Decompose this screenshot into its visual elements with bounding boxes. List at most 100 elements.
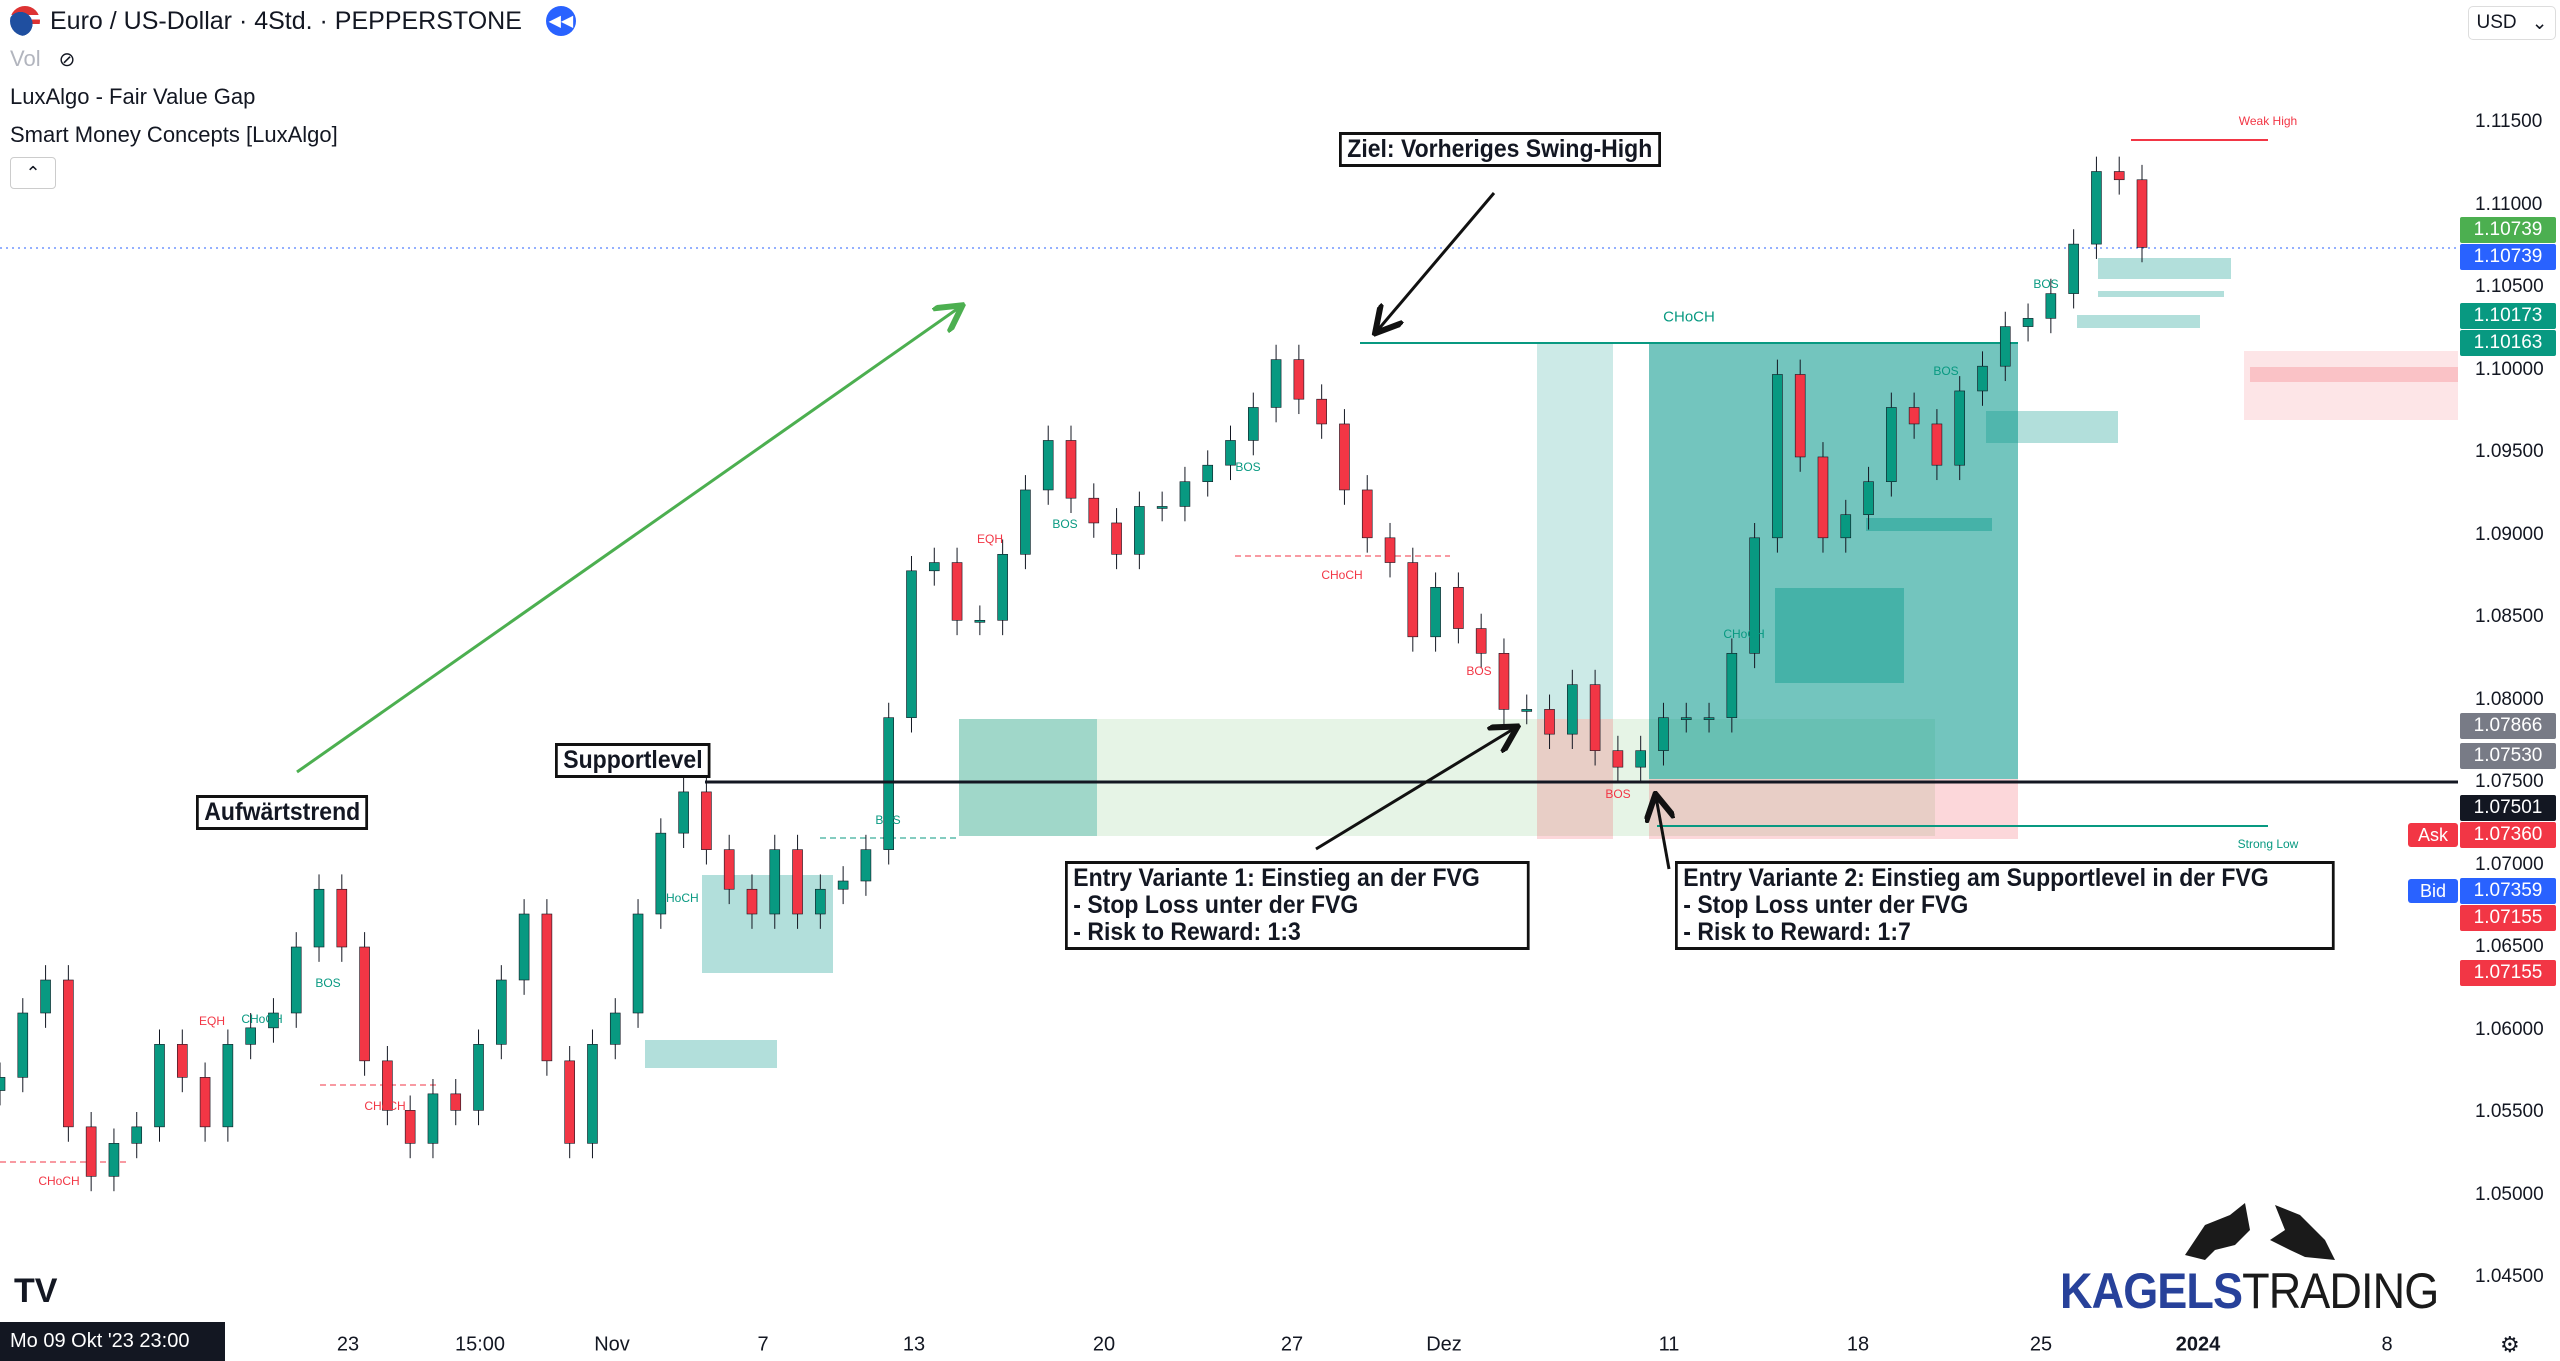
- collapse-legend-button[interactable]: ⌃: [10, 157, 56, 189]
- bid-label[interactable]: Bid: [2408, 879, 2458, 903]
- candle: [1886, 407, 1897, 483]
- candle: [2091, 171, 2102, 245]
- candle: [1954, 390, 1966, 466]
- entry1-target-zone: [1537, 343, 1613, 719]
- candle: [1475, 628, 1487, 654]
- candle: [222, 1044, 234, 1128]
- price-tick: 1.05500: [2475, 1101, 2544, 1122]
- candle: [701, 791, 712, 850]
- ask-label[interactable]: Ask: [2408, 823, 2458, 847]
- candle: [678, 791, 689, 834]
- candle: [928, 562, 940, 572]
- time-tick: Dez: [1426, 1333, 1462, 1356]
- fvg-box: [2098, 258, 2231, 279]
- price-tick: 1.06000: [2475, 1018, 2544, 1040]
- currency-select[interactable]: USD ⌄: [2468, 6, 2556, 40]
- price-badge: 1.07530: [2460, 743, 2556, 769]
- candle: [268, 1012, 279, 1029]
- candle: [336, 888, 348, 948]
- candle: [1407, 562, 1419, 638]
- candle: [1863, 481, 1874, 516]
- time-tick: 11: [1658, 1333, 1680, 1356]
- smc-structure-label: EQH: [198, 1014, 226, 1028]
- candle: [1134, 506, 1145, 555]
- candle: [1225, 440, 1236, 466]
- volume-legend[interactable]: Vol ⊘: [10, 46, 75, 72]
- smc-structure-label: BOS: [2033, 277, 2059, 291]
- vol-label: Vol: [10, 46, 41, 71]
- candle: [883, 717, 895, 850]
- annotation-uptrend[interactable]: Aufwärtstrend: [196, 795, 369, 830]
- entry1-stop-zone: [1537, 719, 1613, 839]
- annotation-target[interactable]: Ziel: Vorheriges Swing-High: [1339, 132, 1661, 167]
- fvg-zone-dark: [959, 719, 1097, 836]
- candle: [2113, 171, 2125, 181]
- candle: [313, 888, 325, 948]
- smc-structure-label: BOS: [1466, 664, 1492, 678]
- candle: [518, 913, 530, 981]
- candle: [17, 1012, 29, 1078]
- bearish-fvg-band: [2250, 367, 2458, 382]
- candle: [1316, 398, 1327, 425]
- candle: [40, 979, 51, 1014]
- smc-structure-label: CHoCH: [38, 1174, 80, 1188]
- indicator-fvg[interactable]: LuxAlgo - Fair Value Gap: [10, 84, 256, 109]
- candle: [541, 913, 553, 1062]
- settings-icon[interactable]: ⚙: [2500, 1332, 2520, 1357]
- candle: [290, 946, 302, 1014]
- fvg-box: [1775, 588, 1904, 683]
- candle: [655, 832, 667, 915]
- eur-usd-flag-icon: [10, 6, 40, 36]
- candle: [1430, 586, 1441, 638]
- entry2-stop-zone: [1649, 779, 2018, 839]
- time-tick: 23: [336, 1333, 360, 1356]
- currency-value: USD: [2476, 12, 2517, 33]
- candle: [974, 619, 986, 623]
- time-tick: 7: [757, 1333, 769, 1356]
- tradingview-logo[interactable]: TV: [14, 1272, 58, 1310]
- eye-off-icon[interactable]: ⊘: [58, 48, 76, 71]
- indicator-smc[interactable]: Smart Money Concepts [LuxAlgo]: [10, 122, 338, 147]
- annotation-entry2[interactable]: Entry Variante 2: Einstieg am Supportlev…: [1675, 861, 2335, 950]
- candle: [951, 562, 963, 621]
- price-tick: 1.07000: [2475, 853, 2544, 875]
- candle: [1635, 750, 1646, 768]
- candle: [382, 1060, 393, 1111]
- candle: [176, 1044, 188, 1078]
- candle: [1088, 497, 1100, 524]
- symbol-title[interactable]: Euro / US-Dollar · 4Std. · PEPPERSTONE ◀…: [10, 6, 576, 36]
- bearish-fvg-zone: [2244, 351, 2458, 420]
- chevron-up-icon: ⌃: [25, 162, 41, 183]
- candle: [0, 1077, 6, 1091]
- choch-top-label: CHoCH: [1663, 308, 1715, 326]
- candle: [427, 1093, 439, 1144]
- candle: [1840, 514, 1852, 539]
- replay-icon[interactable]: ◀◀: [545, 6, 576, 36]
- candle: [85, 1126, 97, 1177]
- candle: [108, 1143, 120, 1177]
- time-tick: 13: [902, 1333, 926, 1356]
- annotation-support[interactable]: Supportlevel: [555, 743, 711, 778]
- price-badge: 1.07155: [2460, 905, 2556, 931]
- candle: [632, 913, 644, 1014]
- candle: [1908, 407, 1920, 425]
- price-tick: 1.08000: [2475, 688, 2544, 710]
- candle: [1817, 456, 1829, 539]
- fvg-box: [645, 1040, 777, 1068]
- smc-structure-label: CHoCH: [1321, 568, 1363, 582]
- smc-structure-label: BOS: [875, 813, 901, 827]
- candle: [1339, 423, 1350, 491]
- price-badge: 1.07359: [2460, 878, 2556, 904]
- annotation-entry1[interactable]: Entry Variante 1: Einstieg an der FVG - …: [1065, 861, 1530, 950]
- price-chart[interactable]: [0, 0, 2458, 1322]
- candle: [1567, 684, 1578, 735]
- candle: [1977, 365, 1988, 392]
- candle: [1794, 374, 1806, 458]
- smc-structure-label: CHoCH: [1723, 627, 1765, 641]
- candle: [1042, 440, 1054, 491]
- fvg-box: [1986, 411, 2118, 443]
- candle: [906, 570, 917, 718]
- time-tick: 20: [1092, 1333, 1116, 1356]
- time-tick: 8: [2381, 1333, 2393, 1356]
- price-tick: 1.09500: [2475, 441, 2544, 462]
